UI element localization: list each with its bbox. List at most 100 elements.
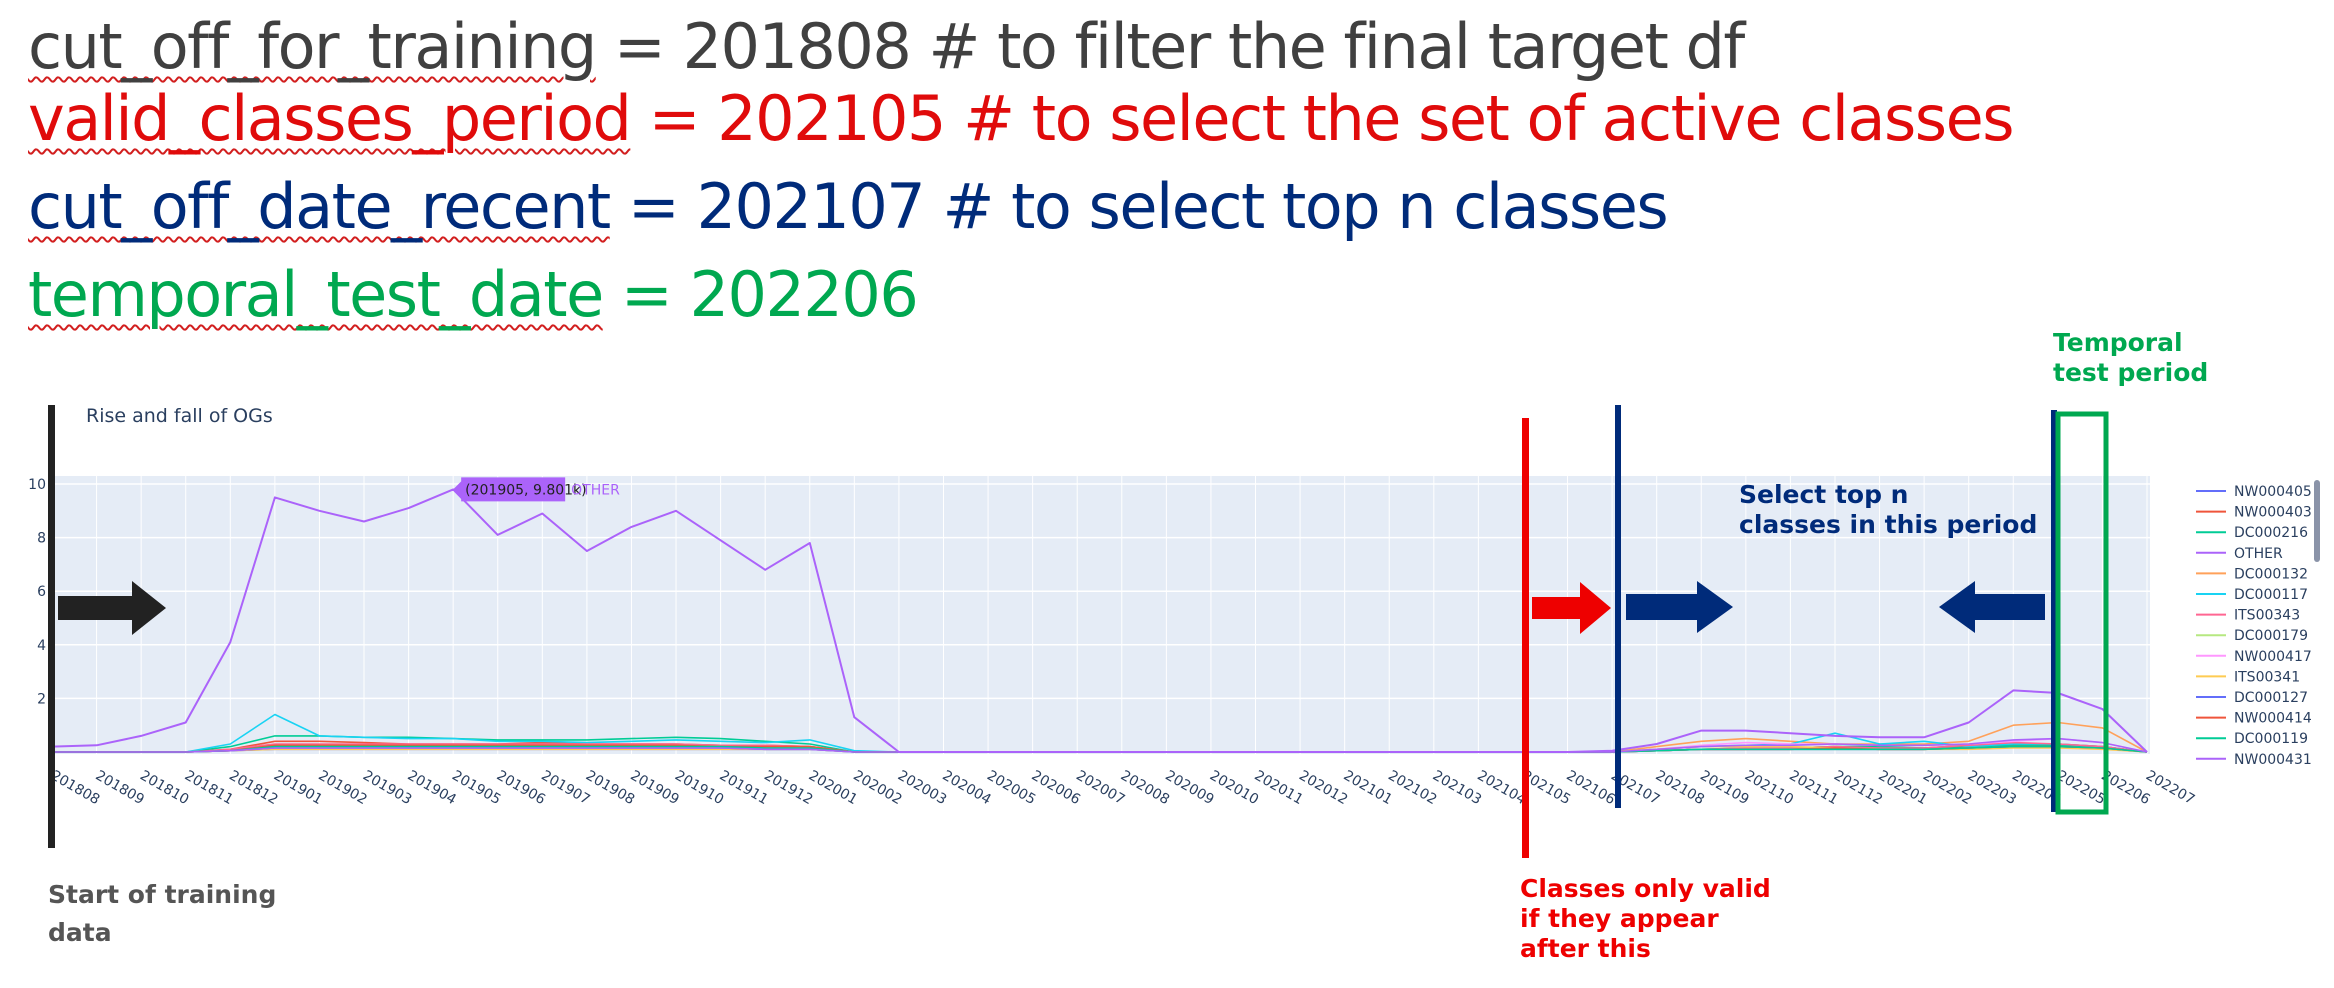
x-tick-label: 201907 xyxy=(538,768,592,809)
legend-item-label[interactable]: DC000132 xyxy=(2234,566,2308,582)
y-tick-label: 10 xyxy=(28,477,46,493)
legend-item-label[interactable]: DC000127 xyxy=(2234,690,2308,706)
y-tick-label: 8 xyxy=(37,531,46,547)
legend-item-label[interactable]: NW000403 xyxy=(2234,505,2312,521)
annotation-select-top-line1: Select top n xyxy=(1739,480,1909,509)
x-tick-label: 202108 xyxy=(1653,768,1707,809)
legend-item-label[interactable]: DC000117 xyxy=(2234,587,2308,603)
x-tick-label: 201809 xyxy=(93,768,147,809)
legend-item-label[interactable]: DC000119 xyxy=(2234,731,2308,747)
x-tick-label: 202110 xyxy=(1742,768,1796,809)
legend-item-label[interactable]: ITS00341 xyxy=(2234,669,2300,685)
x-tick-label: 202104 xyxy=(1474,768,1528,809)
hover-label-box xyxy=(453,477,566,502)
chart-title: Rise and fall of OGs xyxy=(86,405,273,427)
x-tick-label: 201808 xyxy=(48,768,102,809)
x-tick-label: 201906 xyxy=(494,768,548,809)
code-rest-3: = 202107 # to select top n classes xyxy=(609,170,1669,243)
annotation-temporal-line2: test period xyxy=(2053,358,2209,387)
x-tick-label: 202002 xyxy=(850,768,904,809)
x-tick-label: 201902 xyxy=(315,768,369,809)
training-start-line xyxy=(48,405,55,848)
x-tick-label: 202109 xyxy=(1697,768,1751,809)
legend-item-label[interactable]: DC000179 xyxy=(2234,628,2308,644)
x-tick-label: 202006 xyxy=(1029,768,1083,809)
hover-series-name: OTHER xyxy=(571,482,620,498)
test-period-box xyxy=(2055,411,2109,815)
x-tick-label: 202202 xyxy=(1920,768,1974,809)
legend-item-label[interactable]: NW000414 xyxy=(2234,711,2312,727)
x-tick-label: 201904 xyxy=(405,768,459,809)
code-line-valid-classes: valid_classes_period = 202105 # to selec… xyxy=(28,88,2015,150)
x-tick-label: 202106 xyxy=(1564,768,1618,809)
x-tick-label: 202012 xyxy=(1296,768,1350,809)
x-tick-label: 202011 xyxy=(1252,768,1306,809)
legend-item-label[interactable]: NW000417 xyxy=(2234,649,2312,665)
x-axis-ticks: 2018082018092018102018112018122019012019… xyxy=(48,768,2197,809)
x-tick-label: 202203 xyxy=(1965,768,2019,809)
x-tick-label: 201910 xyxy=(672,768,726,809)
annotation-temporal-test: Temporal test period xyxy=(2053,328,2208,388)
x-tick-label: 201811 xyxy=(182,768,236,809)
x-tick-label: 202005 xyxy=(984,768,1038,809)
x-tick-label: 202111 xyxy=(1786,768,1840,809)
x-tick-label: 202101 xyxy=(1341,768,1395,809)
x-tick-label: 202004 xyxy=(939,768,993,809)
grid xyxy=(51,476,2150,754)
legend-item-label[interactable]: ITS00343 xyxy=(2234,608,2300,624)
x-tick-label: 202009 xyxy=(1162,768,1216,809)
y-tick-label: 2 xyxy=(37,691,46,707)
annotation-start-training: Start of training data xyxy=(48,880,277,947)
annotation-classes-valid-line1: Classes only valid xyxy=(1520,874,1771,903)
legend[interactable]: NW000405 NW000403 DC000216 OTHER DC000132 DC0… xyxy=(2196,484,2312,768)
x-tick-label: 202102 xyxy=(1385,768,1439,809)
x-tick-label: 201810 xyxy=(137,768,191,809)
code-line-cut-off-recent: cut_off_date_recent = 202107 # to select… xyxy=(28,176,1669,238)
x-tick-label: 201905 xyxy=(449,768,503,809)
variable-cut-off-for-training: cut_off_for_training xyxy=(28,10,597,83)
x-tick-label: 202003 xyxy=(895,768,949,809)
test-start-line xyxy=(2051,410,2057,812)
code-rest-2: = 202105 # to select the set of active c… xyxy=(630,82,2015,155)
valid-classes-line xyxy=(1522,418,1529,858)
code-line-cut-off-training: cut_off_for_training = 201808 # to filte… xyxy=(28,16,1745,78)
legend-item-label[interactable]: OTHER xyxy=(2234,546,2283,562)
annotation-classes-valid: Classes only valid if they appear after … xyxy=(1520,874,1771,964)
legend-scrollbar[interactable] xyxy=(2314,480,2320,562)
variable-cut-off-date-recent: cut_off_date_recent xyxy=(28,170,611,243)
legend-item-label[interactable]: NW000405 xyxy=(2234,484,2312,500)
annotation-select-top-line2: classes in this period xyxy=(1739,510,2038,539)
recent-cutoff-line xyxy=(1615,405,1621,808)
y-axis-ticks: 2 4 6 8 10 xyxy=(28,477,46,707)
x-tick-label: 202008 xyxy=(1118,768,1172,809)
y-tick-label: 6 xyxy=(37,584,46,600)
right-arrow-icon xyxy=(58,581,166,635)
annotation-classes-valid-line2: if they appear xyxy=(1520,904,1719,933)
x-tick-label: 201908 xyxy=(583,768,637,809)
variable-temporal-test-date: temporal_test_date xyxy=(28,258,604,331)
x-tick-label: 202007 xyxy=(1073,768,1127,809)
variable-valid-classes-period: valid_classes_period xyxy=(28,82,632,155)
code-rest-1: = 201808 # to filter the final target df xyxy=(595,10,1745,83)
x-tick-label: 202112 xyxy=(1831,768,1885,809)
legend-item-label[interactable]: DC000216 xyxy=(2234,525,2308,541)
y-tick-label: 4 xyxy=(37,638,46,654)
right-arrow-icon xyxy=(1626,581,1733,633)
x-tick-label: 202103 xyxy=(1430,768,1484,809)
x-tick-label: 201911 xyxy=(717,768,771,809)
x-tick-label: 201909 xyxy=(627,768,681,809)
left-arrow-icon xyxy=(1939,581,2045,633)
x-tick-label: 202205 xyxy=(2054,768,2108,809)
x-tick-label: 202010 xyxy=(1207,768,1261,809)
code-rest-4: = 202206 xyxy=(602,258,919,331)
series-line-other[interactable] xyxy=(51,488,2148,753)
annotation-select-top: Select top n classes in this period xyxy=(1739,480,2037,540)
x-tick-label: 202201 xyxy=(1876,768,1930,809)
x-tick-label: 201903 xyxy=(360,768,414,809)
legend-item-label[interactable]: NW000431 xyxy=(2234,752,2312,768)
code-line-temporal-test: temporal_test_date = 202206 xyxy=(28,264,919,326)
plot-area xyxy=(54,476,2150,754)
series-lines xyxy=(51,488,2148,753)
x-tick-label: 202001 xyxy=(806,768,860,809)
